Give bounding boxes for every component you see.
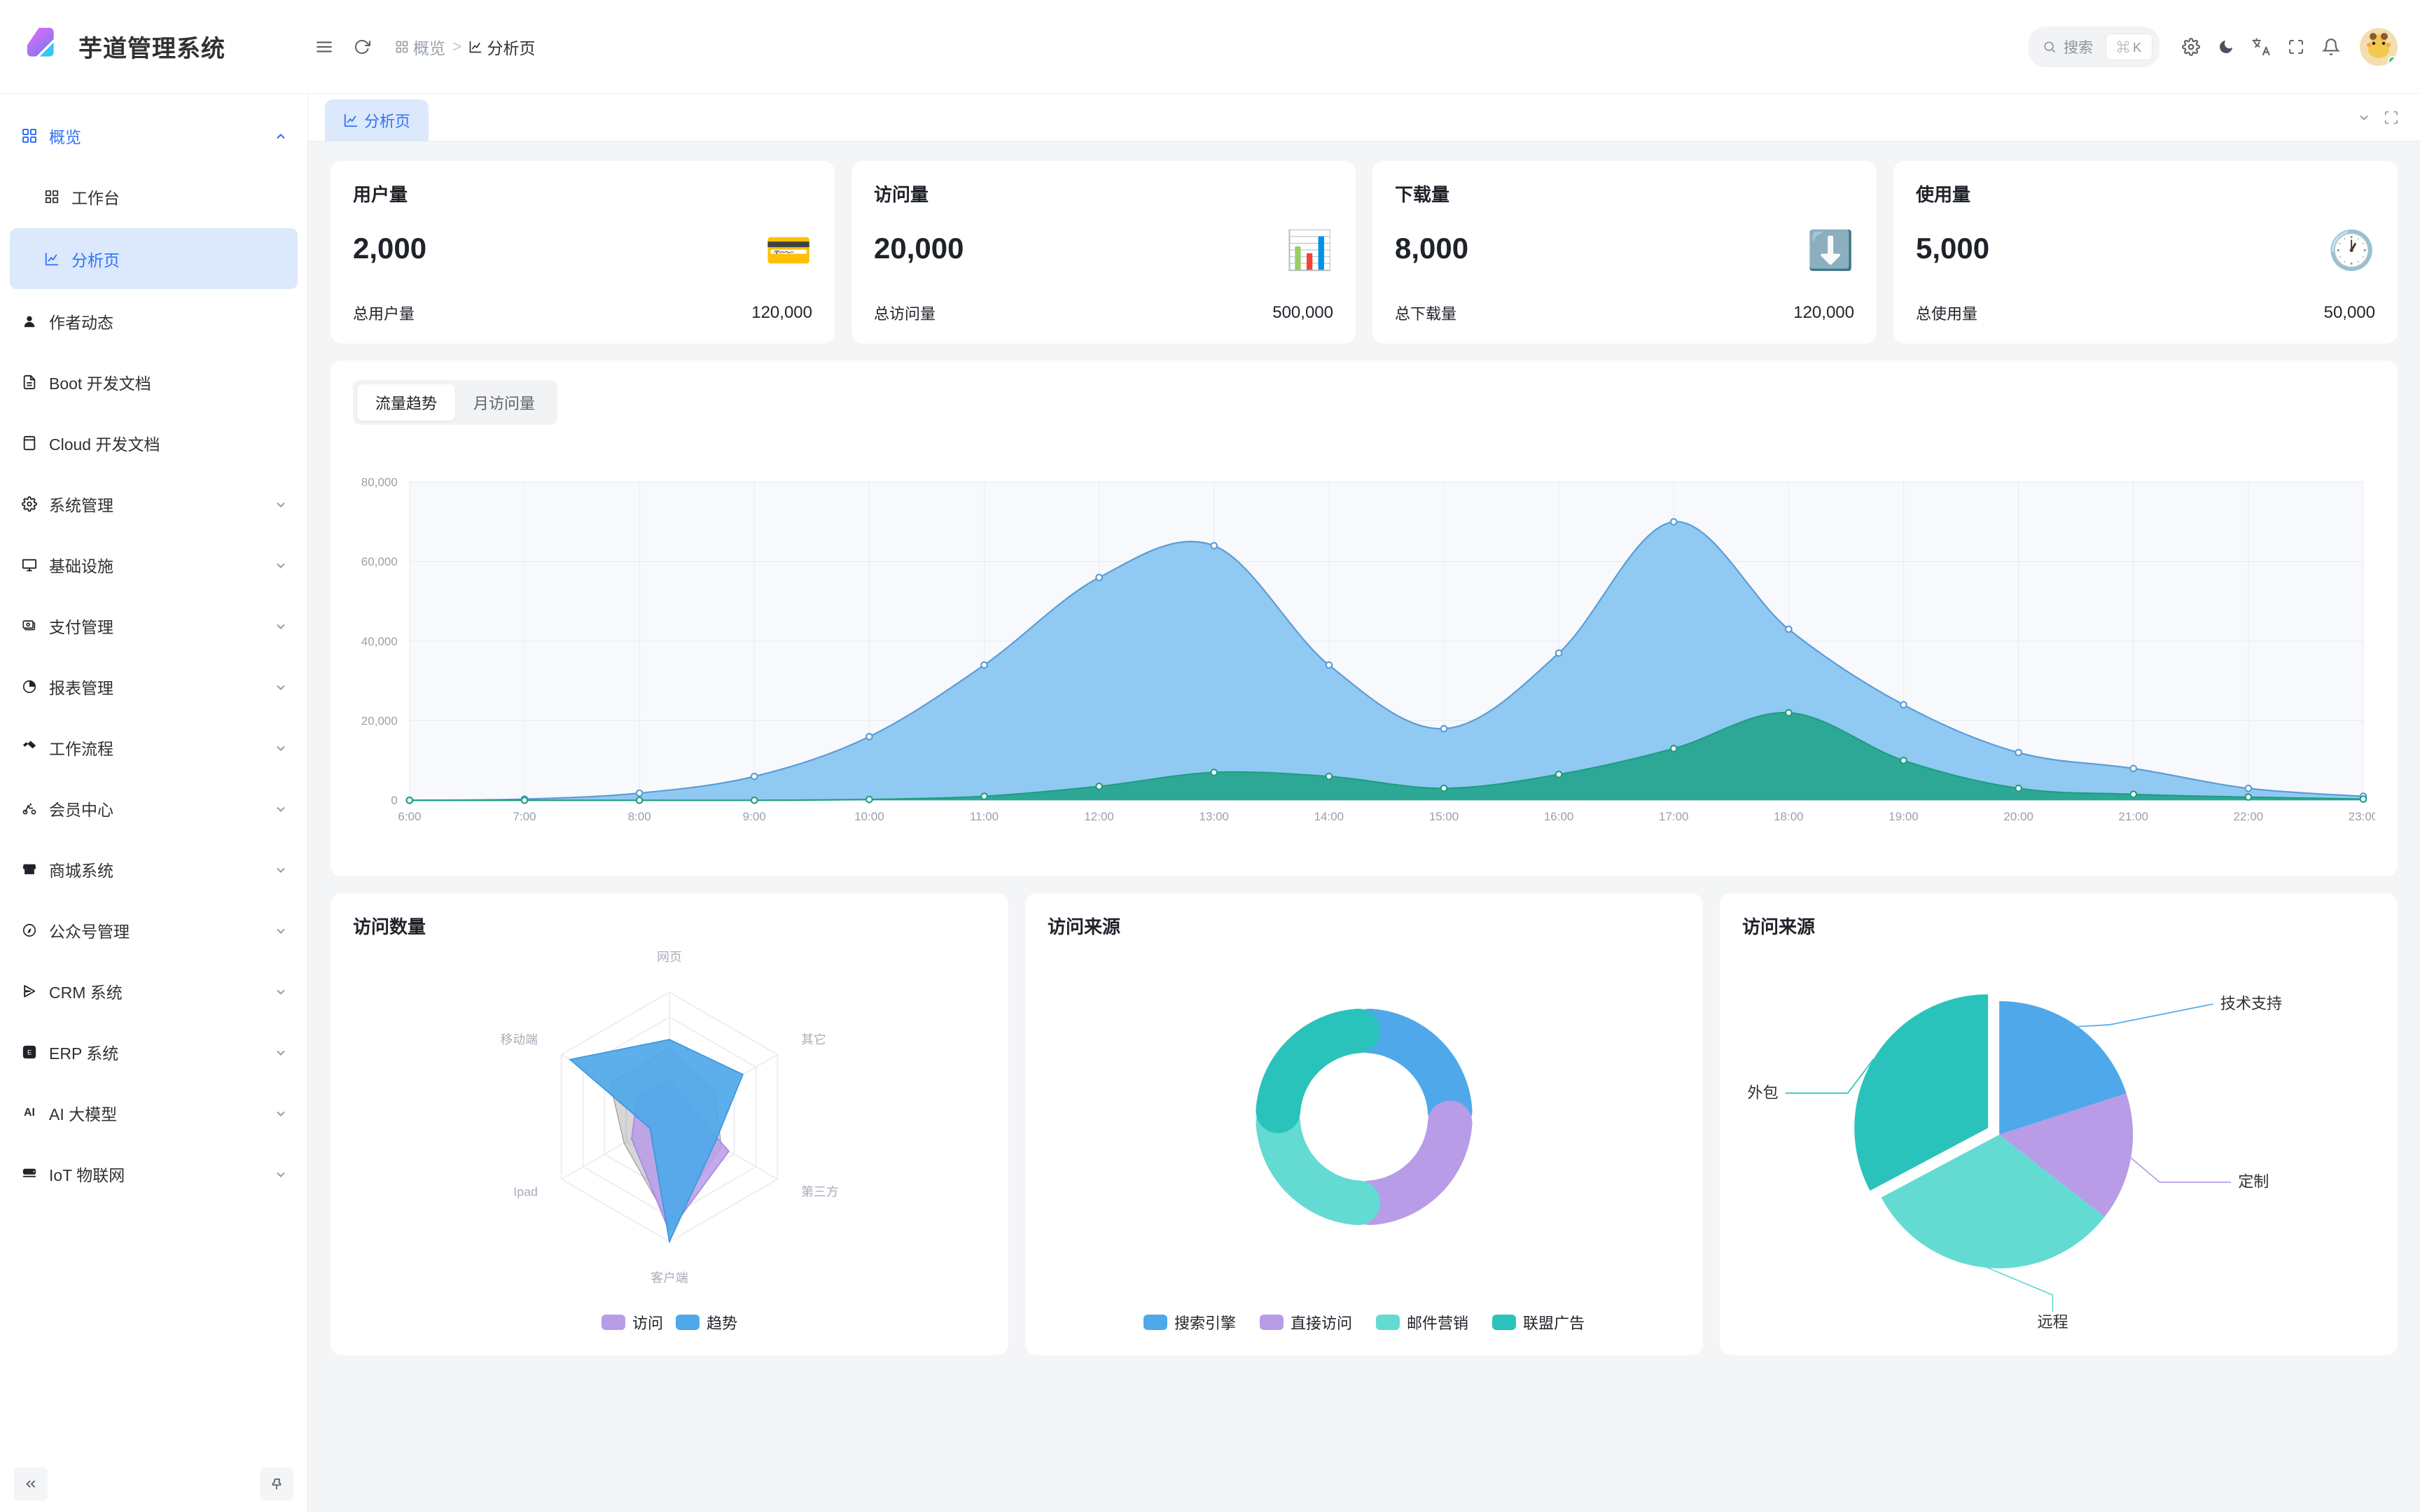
- svg-text:13:00: 13:00: [1199, 810, 1229, 823]
- svg-text:0: 0: [391, 794, 397, 807]
- svg-text:第三方: 第三方: [801, 1184, 838, 1198]
- svg-text:22:00: 22:00: [2234, 810, 2264, 823]
- svg-text:10:00: 10:00: [854, 810, 884, 823]
- svg-text:11:00: 11:00: [970, 810, 999, 823]
- svg-text:60,000: 60,000: [361, 555, 398, 568]
- svg-text:19:00: 19:00: [1889, 810, 1919, 823]
- svg-text:客户端: 客户端: [651, 1270, 688, 1284]
- svg-text:Ipad: Ipad: [513, 1184, 538, 1198]
- svg-text:7:00: 7:00: [513, 810, 536, 823]
- svg-text:移动端: 移动端: [500, 1032, 538, 1046]
- svg-text:8:00: 8:00: [628, 810, 651, 823]
- svg-text:16:00: 16:00: [1544, 810, 1574, 823]
- svg-text:21:00: 21:00: [2118, 810, 2148, 823]
- svg-text:14:00: 14:00: [1314, 810, 1344, 823]
- svg-text:定制: 定制: [2238, 1173, 2269, 1191]
- svg-text:技术支持: 技术支持: [2220, 995, 2282, 1012]
- svg-text:20,000: 20,000: [361, 715, 398, 728]
- svg-text:9:00: 9:00: [743, 810, 766, 823]
- svg-text:20:00: 20:00: [2003, 810, 2033, 823]
- svg-text:18:00: 18:00: [1774, 810, 1804, 823]
- svg-text:40,000: 40,000: [361, 635, 398, 648]
- svg-text:17:00: 17:00: [1659, 810, 1689, 823]
- svg-text:E: E: [27, 1049, 32, 1056]
- svg-text:其它: 其它: [801, 1032, 826, 1046]
- svg-text:15:00: 15:00: [1429, 810, 1459, 823]
- svg-text:12:00: 12:00: [1084, 810, 1114, 823]
- svg-text:23:00: 23:00: [2349, 810, 2375, 823]
- svg-text:网页: 网页: [657, 950, 682, 964]
- svg-text:外包: 外包: [1747, 1084, 1778, 1101]
- svg-text:6:00: 6:00: [398, 810, 421, 823]
- svg-text:远程: 远程: [2037, 1313, 2068, 1331]
- svg-text:80,000: 80,000: [361, 476, 398, 489]
